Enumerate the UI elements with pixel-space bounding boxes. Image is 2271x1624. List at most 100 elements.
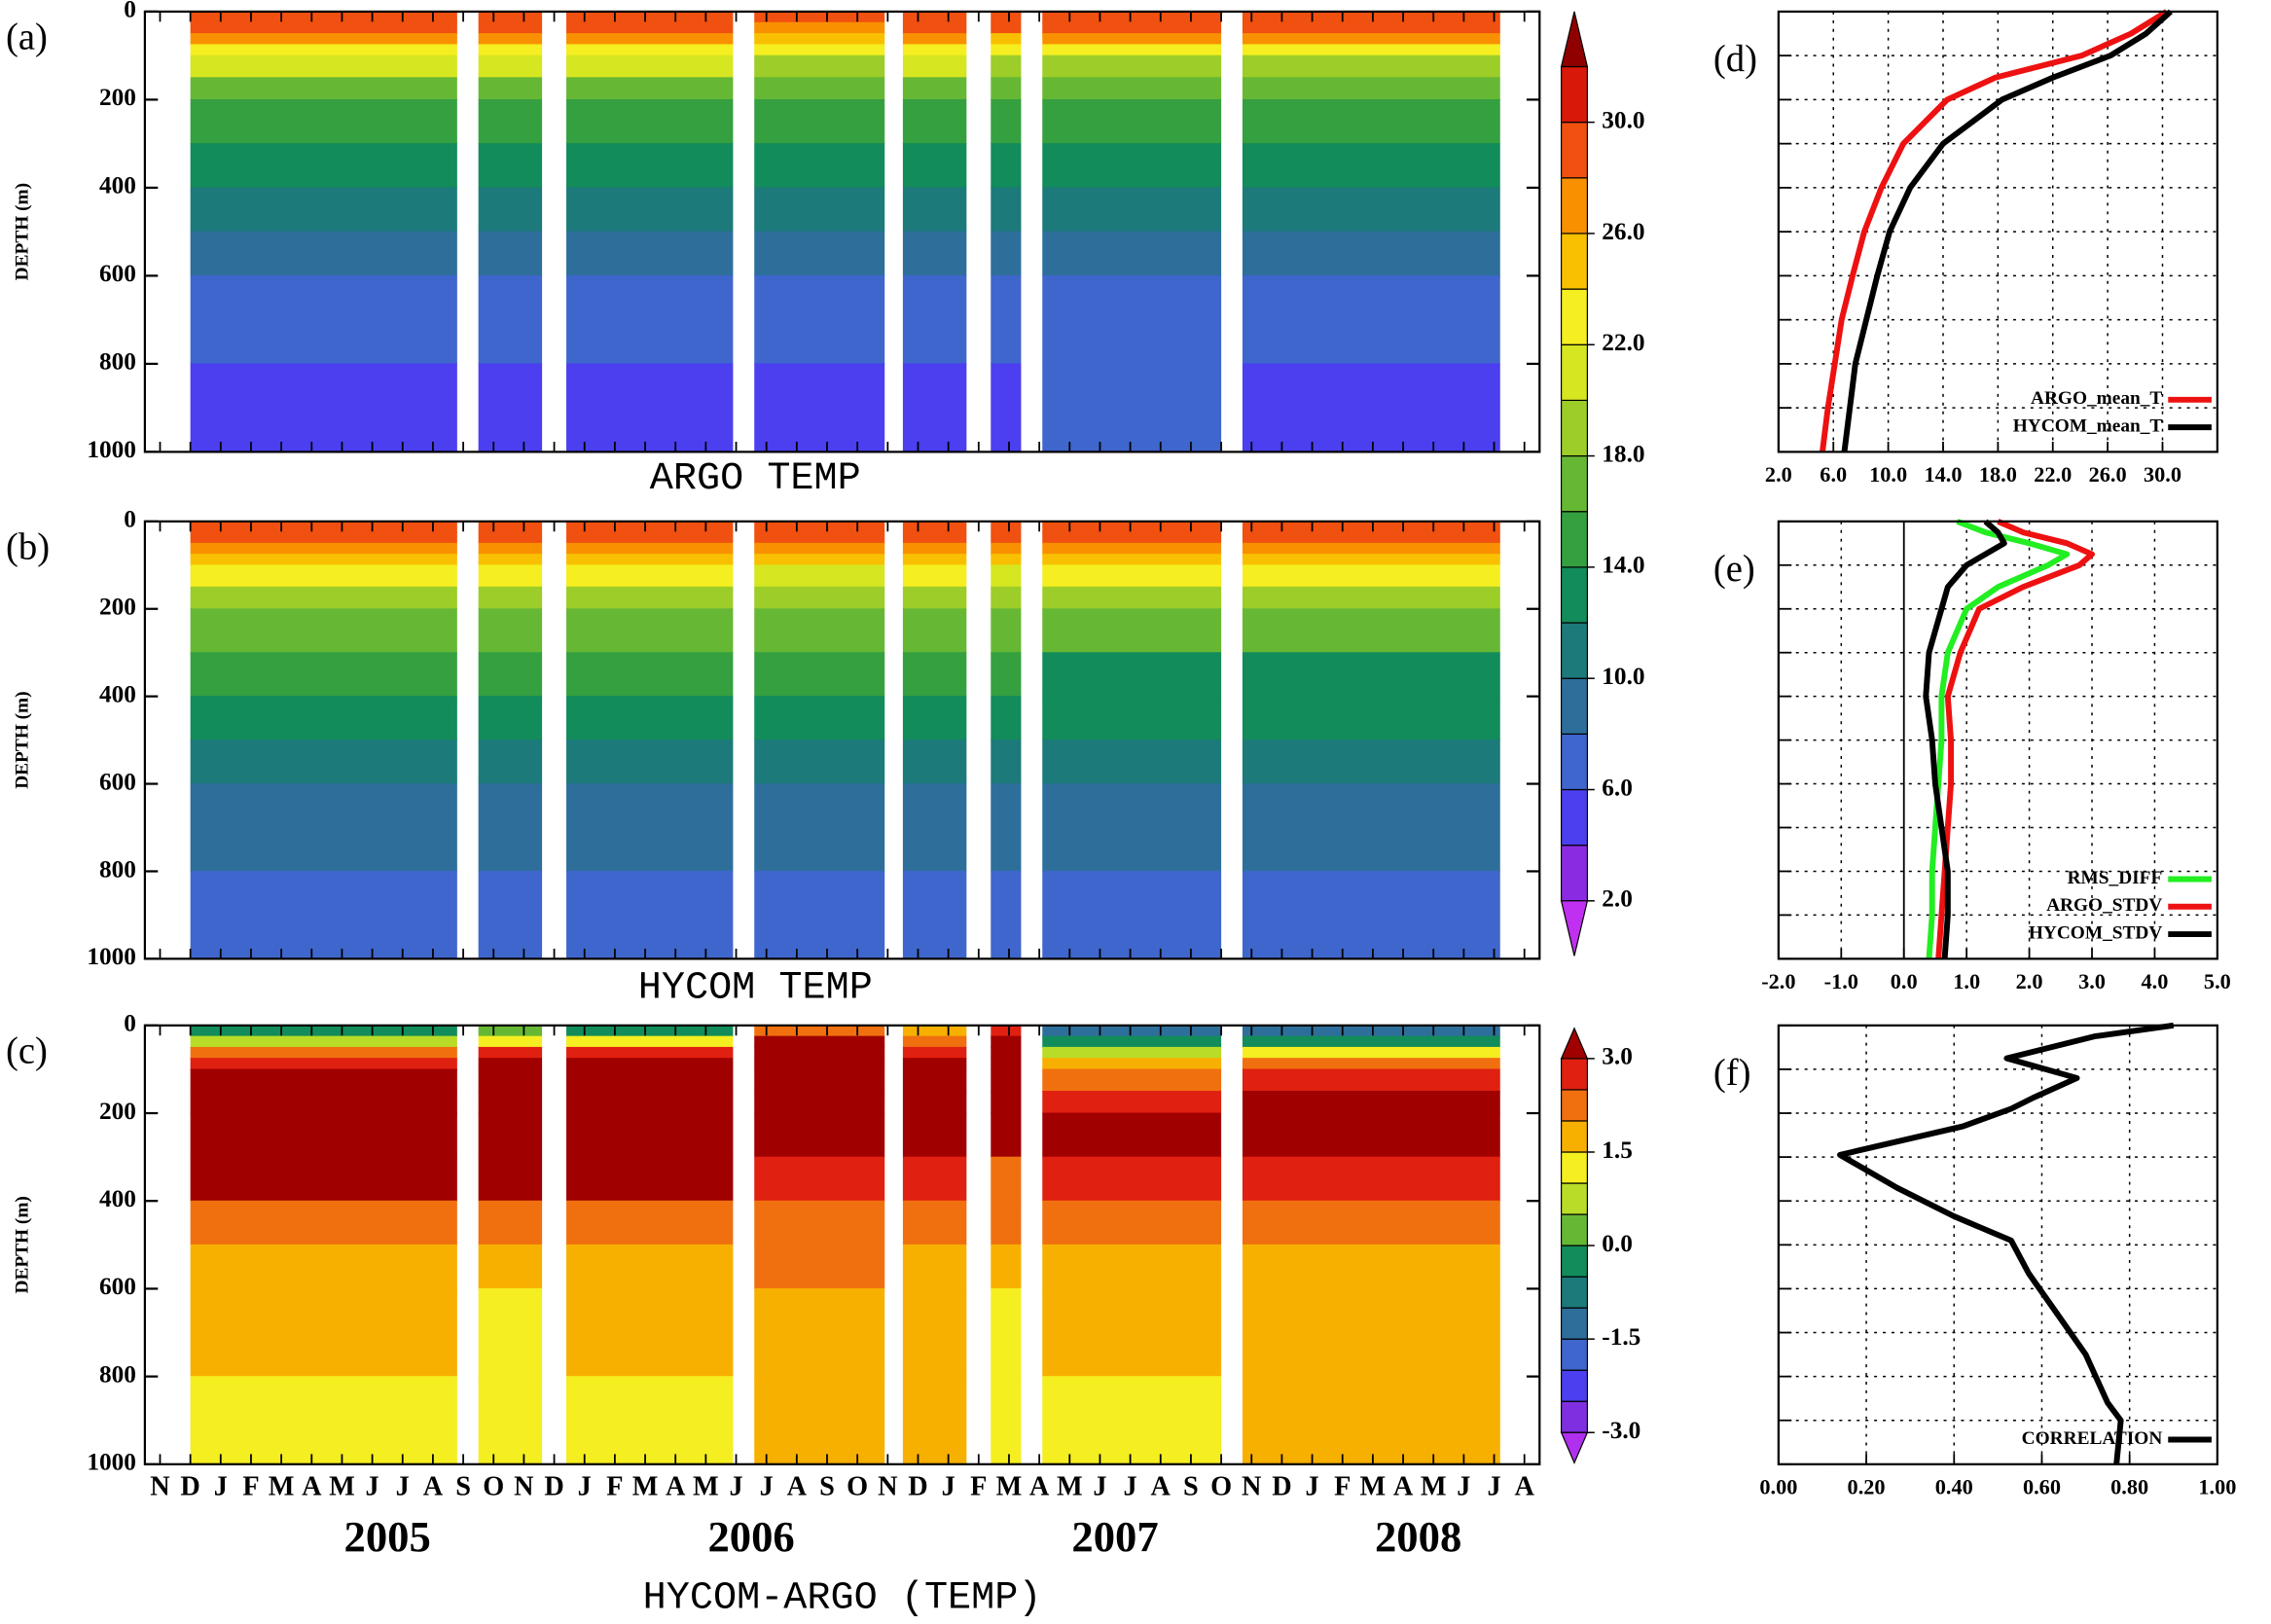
contour-cell — [902, 21, 967, 34]
contour-cell — [478, 586, 543, 610]
y-tick-label: 800 — [99, 855, 136, 883]
contour-cell — [566, 696, 734, 741]
panel-title: HYCOM TEMP — [638, 967, 873, 1011]
contour-cell — [478, 1376, 543, 1465]
contour-cell — [991, 1025, 1022, 1037]
y-tick-label: 0 — [124, 0, 136, 23]
contour-cell — [1242, 542, 1500, 556]
panel-title: ARGO TEMP — [650, 457, 861, 501]
contour-cell — [1042, 1376, 1222, 1465]
x-tick-label: F — [1334, 1472, 1351, 1502]
contour-cell — [1042, 77, 1222, 100]
contour-cell — [478, 77, 543, 100]
panel-label: (b) — [6, 526, 50, 567]
contour-cell — [754, 77, 885, 100]
contour-cell — [478, 521, 543, 533]
contour-cell — [1242, 1287, 1500, 1378]
x-tick-label: 22.0 — [2034, 462, 2072, 487]
plot-frame — [1777, 520, 2218, 960]
colorbar-tick-label: 26.0 — [1602, 218, 1644, 245]
x-tick-label: 1.00 — [2198, 1474, 2236, 1498]
contour-cell — [991, 1091, 1022, 1114]
x-tick-label: S — [455, 1472, 471, 1502]
colorbar-box — [1561, 1307, 1588, 1340]
contour-cell — [478, 1156, 543, 1202]
contour-cell — [1042, 1244, 1222, 1289]
x-tick-label: A — [302, 1472, 322, 1502]
y-axis-label: DEPTH (m) — [12, 691, 32, 788]
contour-cell — [1242, 1112, 1500, 1158]
x-tick-label: A — [666, 1472, 686, 1502]
contour-cell — [566, 98, 734, 145]
x-tick-label: D — [1272, 1472, 1291, 1502]
contour-cell — [190, 871, 457, 959]
contour-cell — [754, 1287, 885, 1378]
contour-cell — [991, 77, 1022, 100]
contour-cell — [1242, 564, 1500, 588]
contour-cell — [190, 1112, 457, 1158]
contour-cell — [1042, 11, 1222, 23]
x-tick-label: J — [1093, 1472, 1106, 1502]
x-tick-label: 10.0 — [1869, 462, 1907, 487]
y-tick-label: 200 — [99, 84, 136, 111]
contour-cell — [1242, 521, 1500, 533]
colorbar-tick-label: 3.0 — [1602, 1043, 1633, 1070]
contour-cell — [190, 554, 457, 566]
y-tick-label: 1000 — [87, 436, 136, 463]
colorbar-tick-label: 22.0 — [1602, 329, 1644, 356]
x-tick-label: M — [632, 1472, 659, 1502]
contour-cell — [902, 1287, 967, 1378]
contour-cell — [902, 1068, 967, 1092]
contour-cell — [478, 54, 543, 79]
x-tick-label: J — [578, 1472, 592, 1502]
contour-cell — [991, 1376, 1022, 1465]
colorbar-box — [1561, 1369, 1588, 1402]
y-tick-label: 400 — [99, 680, 136, 707]
panel-title: HYCOM-ARGO (TEMP) — [643, 1576, 1042, 1620]
contour-cell — [190, 1058, 457, 1070]
contour-cell — [566, 1112, 734, 1158]
contour-cell — [1042, 564, 1222, 588]
contour-cell — [566, 44, 734, 56]
x-tick-label: A — [1514, 1472, 1534, 1502]
contour-cell — [1242, 274, 1500, 365]
contour-cell — [190, 363, 457, 452]
x-tick-label: 0.0 — [1891, 969, 1918, 993]
contour-cell — [190, 740, 457, 784]
colorbar-tick-label: 30.0 — [1602, 106, 1644, 133]
contour-cell — [1242, 1200, 1500, 1245]
y-axis-label: DEPTH (m) — [12, 183, 32, 280]
contour-cell — [754, 21, 885, 34]
year-label: 2007 — [1071, 1512, 1158, 1561]
contour-cell — [1042, 783, 1222, 872]
contour-cell — [991, 1200, 1022, 1245]
contour-cell — [190, 21, 457, 34]
contour-cell — [1242, 783, 1500, 872]
colorbar-box — [1561, 511, 1588, 568]
contour-cell — [566, 143, 734, 189]
contour-cell — [190, 1025, 457, 1037]
contour-cell — [902, 1112, 967, 1158]
contour-cell — [478, 1091, 543, 1114]
x-tick-label: 26.0 — [2089, 462, 2127, 487]
x-tick-label: 30.0 — [2144, 462, 2181, 487]
legend-label: RMS_DIFF — [2068, 868, 2163, 888]
colorbar-box — [1561, 733, 1588, 791]
contour-cell — [902, 740, 967, 784]
contour-cell — [754, 44, 885, 56]
colorbar-box — [1561, 845, 1588, 902]
contour-cell — [1242, 54, 1500, 79]
x-tick-label: A — [787, 1472, 808, 1502]
y-tick-label: 400 — [99, 172, 136, 199]
contour-cell — [478, 33, 543, 46]
contour-cell — [754, 871, 885, 959]
contour-cell — [478, 44, 543, 56]
contour-cell — [1042, 54, 1222, 79]
legend-label: HYCOM_mean_T — [2013, 416, 2163, 437]
colorbar-box — [1561, 1058, 1588, 1091]
x-tick-label: 18.0 — [1979, 462, 2017, 487]
contour-cell — [190, 521, 457, 533]
y-tick-label: 800 — [99, 1360, 136, 1388]
contour-cell — [1242, 33, 1500, 46]
contour-cell — [1042, 187, 1222, 233]
